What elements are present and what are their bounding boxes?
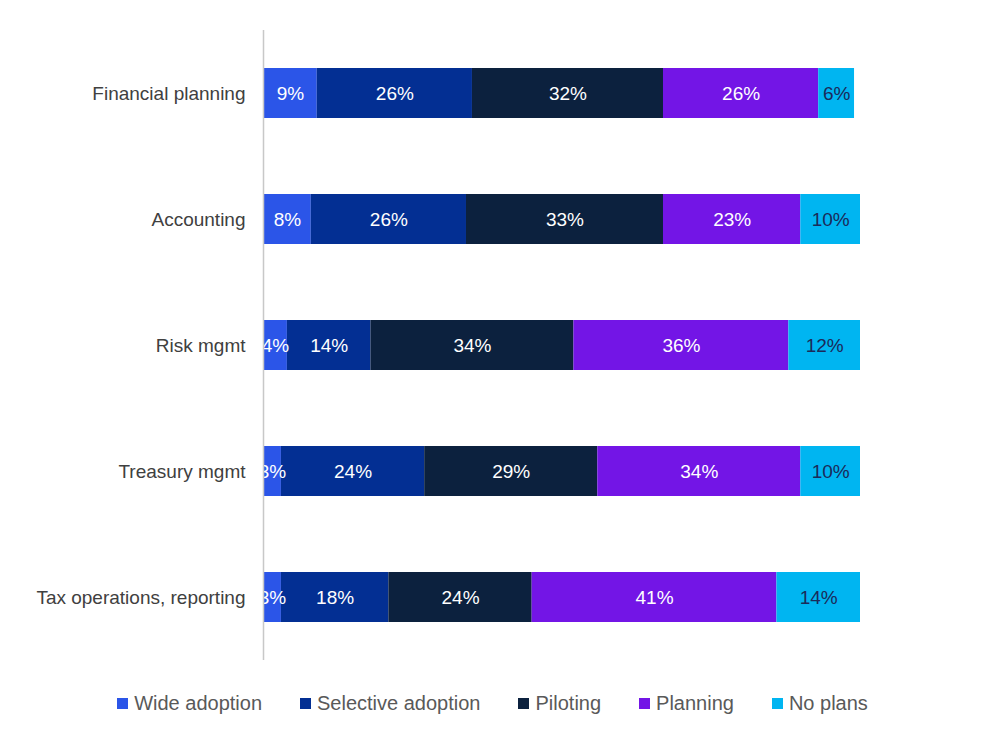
svg-text:34%: 34% bbox=[453, 335, 491, 356]
svg-text:41%: 41% bbox=[636, 587, 674, 608]
svg-text:26%: 26% bbox=[722, 83, 760, 104]
svg-text:Accounting: Accounting bbox=[151, 209, 245, 230]
svg-text:4%: 4% bbox=[262, 335, 290, 356]
svg-text:12%: 12% bbox=[806, 335, 844, 356]
svg-text:23%: 23% bbox=[713, 209, 751, 230]
svg-text:33%: 33% bbox=[546, 209, 584, 230]
svg-text:Financial planning: Financial planning bbox=[92, 83, 245, 104]
svg-text:26%: 26% bbox=[370, 209, 408, 230]
svg-text:Treasury mgmt: Treasury mgmt bbox=[118, 461, 246, 482]
svg-text:18%: 18% bbox=[316, 587, 354, 608]
svg-text:34%: 34% bbox=[680, 461, 718, 482]
svg-text:6%: 6% bbox=[823, 83, 851, 104]
html-text:Wide adoption: Wide adoption bbox=[134, 692, 262, 714]
svg-text:14%: 14% bbox=[800, 587, 838, 608]
svg-text:24%: 24% bbox=[441, 587, 479, 608]
svg-text:10%: 10% bbox=[812, 461, 850, 482]
svg-text:10%: 10% bbox=[812, 209, 850, 230]
svg-text:32%: 32% bbox=[549, 83, 587, 104]
svg-text:3%: 3% bbox=[258, 460, 287, 482]
html-text:Piloting: Piloting bbox=[535, 692, 602, 714]
svg-text:3%: 3% bbox=[258, 586, 287, 608]
svg-text:Tax operations, reporting: Tax operations, reporting bbox=[36, 587, 245, 608]
svg-text:24%: 24% bbox=[334, 461, 372, 482]
svg-text:29%: 29% bbox=[492, 461, 530, 482]
svg-text:26%: 26% bbox=[376, 83, 414, 104]
svg-text:14%: 14% bbox=[310, 335, 348, 356]
svg-text:36%: 36% bbox=[662, 335, 700, 356]
html-text:Selective adoption: Selective adoption bbox=[317, 692, 481, 714]
html-text:Planning: Planning bbox=[656, 692, 734, 714]
svg-text:Risk mgmt: Risk mgmt bbox=[156, 335, 246, 356]
svg-text:9%: 9% bbox=[277, 83, 305, 104]
svg-text:8%: 8% bbox=[274, 209, 302, 230]
html-text:No plans: No plans bbox=[788, 692, 868, 714]
